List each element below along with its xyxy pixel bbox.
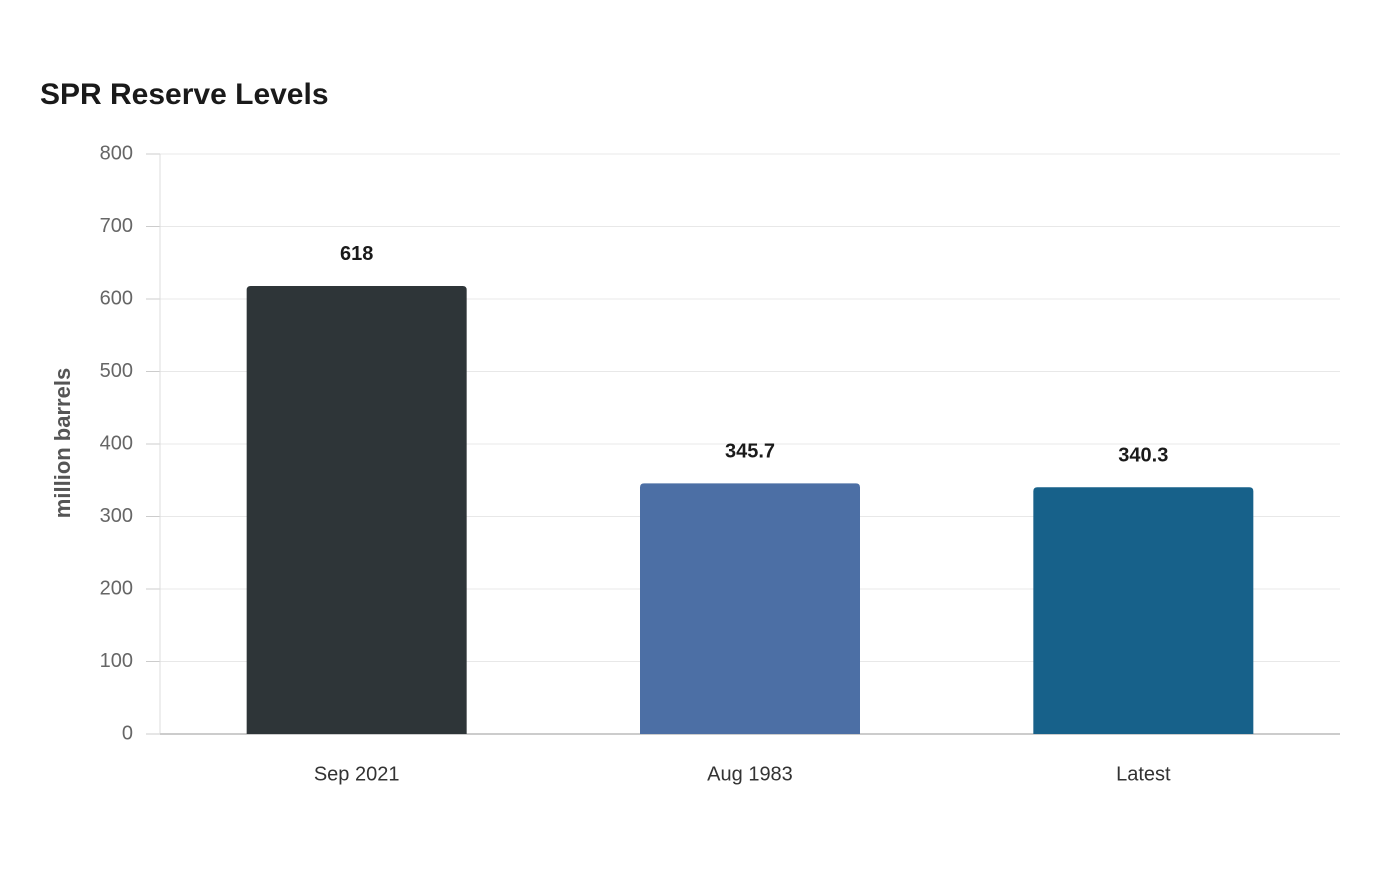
y-tick-label: 200 [100, 577, 133, 599]
x-tick-label: Latest [1116, 763, 1171, 785]
data-label: 340.3 [1118, 445, 1168, 467]
y-tick-label: 500 [100, 360, 133, 382]
data-label: 345.7 [725, 441, 775, 463]
y-tick-label: 100 [100, 650, 133, 672]
y-tick-label: 600 [100, 287, 133, 309]
bar [246, 285, 467, 734]
bar [1033, 487, 1254, 734]
y-tick-label: 300 [100, 505, 133, 527]
y-tick-label: 400 [100, 432, 133, 454]
y-tick-label: 700 [100, 215, 133, 237]
bar [640, 483, 860, 734]
y-tick-label: 800 [100, 142, 133, 164]
x-tick-label: Sep 2021 [314, 763, 400, 785]
y-axis-label: million barrels [50, 368, 75, 518]
x-tick-label: Aug 1983 [707, 763, 793, 785]
y-tick-label: 0 [122, 722, 133, 744]
chart-title: SPR Reserve Levels [40, 78, 329, 111]
data-label: 618 [340, 243, 373, 265]
